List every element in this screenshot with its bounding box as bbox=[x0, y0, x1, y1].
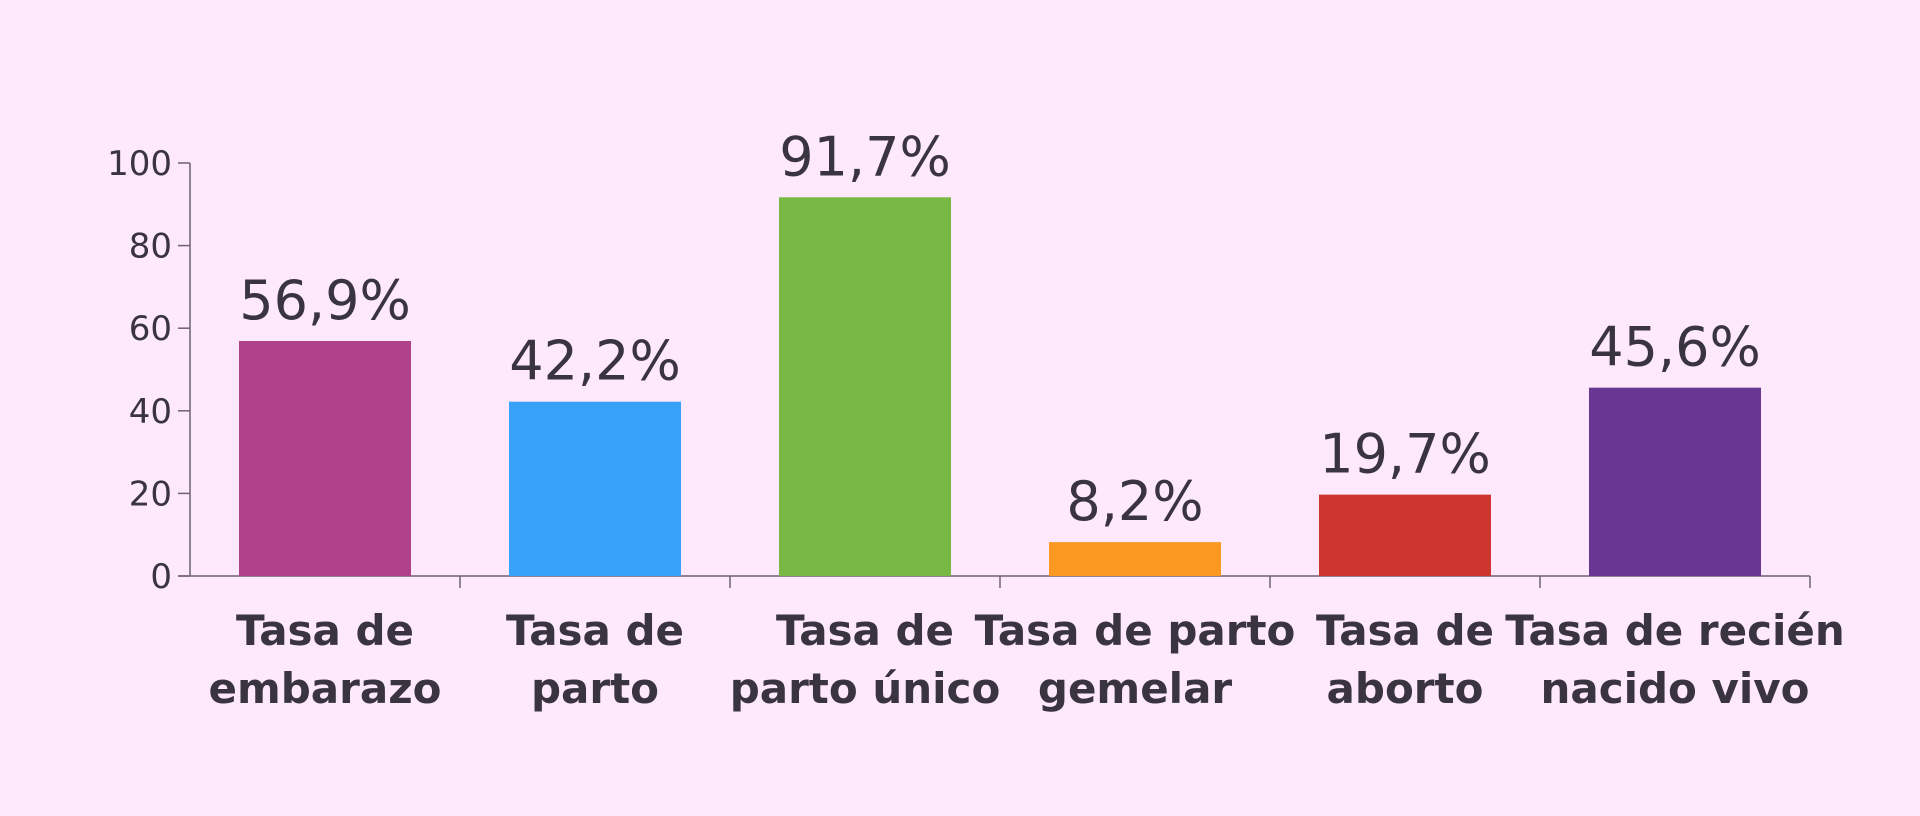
bar-value-label: 42,2% bbox=[509, 330, 681, 393]
bar-value-label: 91,7% bbox=[779, 125, 951, 188]
y-tick-label: 60 bbox=[129, 309, 172, 349]
bar bbox=[509, 401, 681, 576]
x-category-label: Tasa de bbox=[236, 606, 414, 655]
x-category-label: Tasa de parto bbox=[975, 606, 1296, 655]
bar-value-label: 19,7% bbox=[1319, 423, 1491, 486]
bar bbox=[239, 341, 411, 576]
x-category-label: aborto bbox=[1327, 664, 1484, 713]
x-category-label: Tasa de bbox=[776, 606, 954, 655]
x-category-label: gemelar bbox=[1038, 664, 1233, 713]
chart-axes: 0 20 40 60 80 100 bbox=[107, 144, 1811, 597]
chart-bars bbox=[239, 197, 1761, 577]
bar-value-label: 8,2% bbox=[1066, 470, 1203, 533]
chart-labels: 56,9% Tasa de embarazo 42,2% Tasa de parto 91,… bbox=[208, 125, 1844, 713]
y-tick-label: 40 bbox=[129, 392, 172, 432]
x-category-label: Tasa de recién bbox=[1505, 606, 1845, 655]
x-category-label: nacido vivo bbox=[1540, 664, 1809, 713]
bar-value-label: 45,6% bbox=[1589, 316, 1761, 379]
x-category-label: Tasa de bbox=[1316, 606, 1494, 655]
bar bbox=[1319, 494, 1491, 576]
y-tick-label: 80 bbox=[129, 227, 172, 267]
x-category-label: Tasa de bbox=[506, 606, 684, 655]
y-tick-label: 100 bbox=[107, 144, 172, 184]
y-tick-label: 20 bbox=[129, 474, 172, 514]
bar bbox=[1049, 542, 1221, 576]
bar bbox=[1589, 387, 1761, 576]
x-category-label: parto único bbox=[730, 664, 1001, 713]
bar bbox=[779, 197, 951, 577]
x-category-label: embarazo bbox=[208, 664, 441, 713]
bar-value-label: 56,9% bbox=[239, 269, 411, 332]
y-tick-label: 0 bbox=[150, 557, 172, 597]
x-category-label: parto bbox=[531, 664, 659, 713]
